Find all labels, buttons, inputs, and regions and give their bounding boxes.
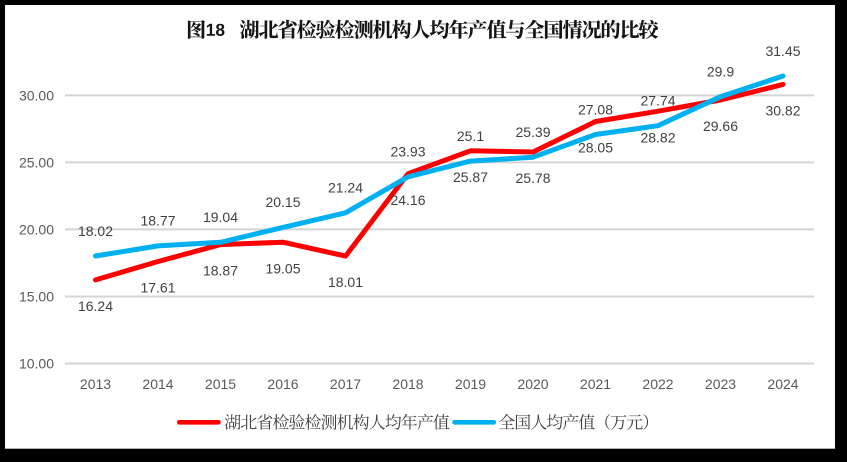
svg-text:25.39: 25.39: [515, 124, 550, 140]
svg-text:2017: 2017: [330, 376, 361, 392]
svg-text:2020: 2020: [517, 376, 548, 392]
svg-text:2024: 2024: [767, 376, 798, 392]
svg-text:18.77: 18.77: [140, 213, 175, 229]
svg-text:2018: 2018: [392, 376, 423, 392]
svg-text:25.00: 25.00: [19, 155, 54, 171]
svg-text:16.24: 16.24: [78, 298, 113, 314]
svg-text:2022: 2022: [642, 376, 673, 392]
svg-text:31.45: 31.45: [765, 43, 800, 59]
svg-text:18.87: 18.87: [203, 263, 238, 279]
svg-text:2023: 2023: [705, 376, 736, 392]
svg-text:23.93: 23.93: [390, 144, 425, 160]
svg-text:2019: 2019: [455, 376, 486, 392]
svg-text:28.82: 28.82: [640, 129, 675, 145]
svg-text:2016: 2016: [267, 376, 298, 392]
svg-text:30.00: 30.00: [19, 88, 54, 104]
svg-text:30.82: 30.82: [765, 103, 800, 119]
svg-text:18.02: 18.02: [78, 223, 113, 239]
svg-text:20.15: 20.15: [265, 194, 300, 210]
svg-text:15.00: 15.00: [19, 289, 54, 305]
svg-text:18.01: 18.01: [328, 274, 363, 290]
svg-text:28.05: 28.05: [578, 140, 613, 156]
svg-text:2014: 2014: [142, 376, 173, 392]
svg-text:25.1: 25.1: [457, 128, 484, 144]
svg-text:19.05: 19.05: [265, 260, 300, 276]
svg-text:2015: 2015: [205, 376, 236, 392]
svg-text:27.08: 27.08: [578, 101, 613, 117]
svg-text:25.78: 25.78: [515, 170, 550, 186]
svg-text:2021: 2021: [580, 376, 611, 392]
svg-text:17.61: 17.61: [140, 280, 175, 296]
svg-text:27.74: 27.74: [640, 93, 675, 109]
svg-text:20.00: 20.00: [19, 222, 54, 238]
svg-text:25.87: 25.87: [453, 169, 488, 185]
svg-text:21.24: 21.24: [328, 180, 363, 196]
svg-text:29.66: 29.66: [703, 118, 738, 134]
svg-text:24.16: 24.16: [390, 192, 425, 208]
svg-text:19.04: 19.04: [203, 209, 238, 225]
svg-text:10.00: 10.00: [19, 356, 54, 372]
svg-text:2013: 2013: [80, 376, 111, 392]
svg-text:29.9: 29.9: [707, 64, 734, 80]
